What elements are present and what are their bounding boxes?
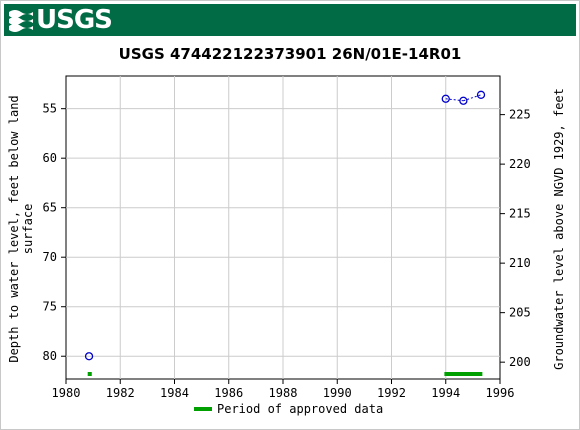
usgs-wave-icon	[9, 10, 33, 32]
x-tick-label: 1988	[269, 386, 298, 400]
right-y-tick-label: 210	[509, 256, 531, 270]
x-tick-label: 1980	[52, 386, 81, 400]
data-point	[476, 90, 486, 99]
right-axis-label: Groundwater level above NGVD 1929, feet	[552, 88, 566, 370]
left-y-tick-label: 65	[43, 201, 57, 215]
legend-label: Period of approved data	[217, 402, 383, 416]
right-y-axis: 225 220 215 210 205 200	[500, 108, 531, 369]
x-tick-label: 1990	[323, 386, 352, 400]
usgs-logo[interactable]: USGS	[8, 5, 113, 35]
usgs-banner: USGS	[4, 4, 576, 36]
left-y-axis: 55 60 65 70 75 80	[43, 102, 66, 363]
x-tick-label: 1996	[486, 386, 515, 400]
x-axis: 1980 1982 1984 1986 1988 1990 1992 1994 1996	[52, 379, 515, 400]
right-y-tick-label: 205	[509, 306, 531, 320]
legend: Period of approved data	[194, 402, 383, 416]
left-axis-label-line-2: surface	[21, 204, 35, 255]
series-connector	[463, 94, 482, 102]
left-y-tick-label: 70	[43, 250, 57, 264]
data-point	[459, 96, 468, 105]
left-y-tick-label: 60	[43, 151, 57, 165]
data-series	[84, 90, 486, 361]
right-y-tick-label: 220	[509, 157, 531, 171]
usgs-logo-text: USGS	[36, 5, 113, 35]
x-tick-label: 1984	[160, 386, 189, 400]
right-y-tick-label: 200	[509, 355, 531, 369]
right-y-tick-label: 215	[509, 207, 531, 221]
left-axis-label-line-1: Depth to water level, feet below land	[7, 95, 21, 362]
chart-title: USGS 474422122373901 26N/01E-14R01	[119, 45, 462, 63]
series-connector	[445, 98, 464, 102]
x-tick-label: 1982	[106, 386, 135, 400]
x-tick-label: 1986	[214, 386, 243, 400]
left-y-tick-label: 55	[43, 102, 57, 116]
data-point	[441, 94, 450, 103]
data-point	[84, 352, 94, 361]
x-tick-label: 1994	[431, 386, 460, 400]
left-y-tick-label: 75	[43, 300, 57, 314]
x-tick-label: 1992	[377, 386, 406, 400]
grid-lines	[66, 76, 500, 379]
right-y-tick-label: 225	[509, 108, 531, 122]
left-y-tick-label: 80	[43, 349, 57, 363]
